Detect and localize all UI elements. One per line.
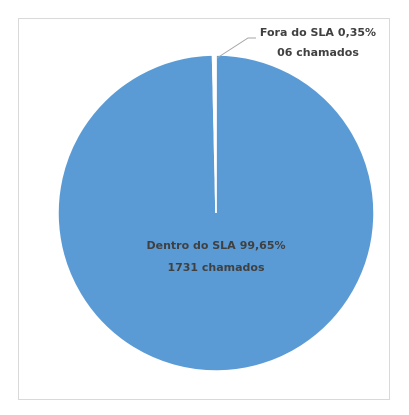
pie-slice (211, 54, 217, 214)
data-label: Dentro do SLA 99,65% (146, 239, 285, 252)
label-value: 0,35% (338, 26, 376, 39)
leader-line (216, 37, 256, 59)
label-category: Fora do SLA (260, 26, 334, 39)
label-category: Dentro do SLA (146, 239, 236, 252)
label-value: 99,65% (240, 239, 286, 252)
data-label: Fora do SLA 0,35% (260, 26, 376, 39)
count-label: 1731 chamados (167, 261, 265, 274)
count-label: 06 chamados (277, 46, 359, 59)
